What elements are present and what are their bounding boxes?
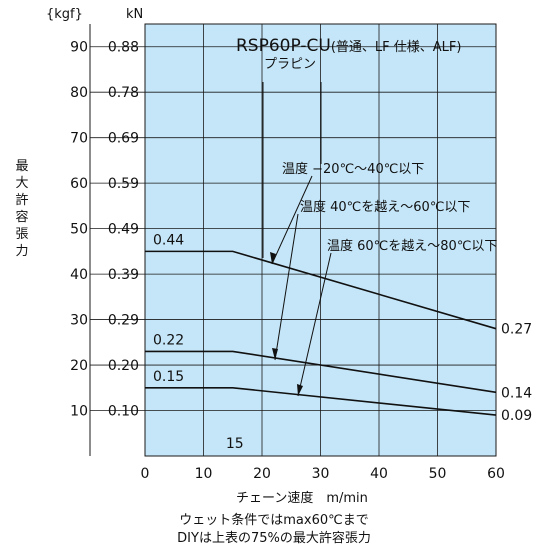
plot-frame	[144, 23, 497, 457]
y-tick-label-kgf-90: 90	[70, 40, 88, 56]
y-tick-label-kn-0.10: 0.10	[108, 404, 139, 420]
chart-subtitle: プラピン	[264, 57, 317, 72]
chart-title-note: (普通、LF 仕様、ALF)	[330, 40, 462, 55]
y-tick-label-kn-0.69: 0.69	[108, 131, 139, 147]
y-tick-label-kgf-60: 60	[70, 176, 88, 192]
x-tick-label-20: 20	[253, 466, 271, 482]
y-tick-label-kgf-20: 20	[70, 358, 88, 374]
series-pointers	[262, 82, 332, 397]
legend-label-3: 温度 60℃を越え〜80℃以下	[327, 239, 498, 254]
series-1-start-label: 0.44	[153, 232, 184, 248]
x-tick-label-40: 40	[370, 466, 388, 482]
y-unit-kn: kN	[126, 7, 144, 22]
chart-title-main: RSP60P-CU	[236, 36, 331, 56]
annotation-15: 15	[226, 436, 244, 452]
y-tick-label-kgf-70: 70	[70, 131, 88, 147]
tick-labels: 0 10 20 30 40 50 60 10 0.10 20 0.20 30 0.29 40 0.39 50 0…	[70, 40, 505, 482]
y-axis-title: 最大許容張力	[15, 159, 29, 259]
y-tick-label-kn-0.49: 0.49	[108, 222, 139, 238]
x-tick-label-50: 50	[429, 466, 447, 482]
y-tick-label-kgf-50: 50	[70, 222, 88, 238]
note-line-1: ウェット条件ではmax60℃まで	[179, 513, 369, 528]
data-labels: 0.44 0.27 0.22 0.14 0.15 0.09 15	[153, 232, 532, 452]
y-tick-label-kgf-40: 40	[70, 267, 88, 283]
x-tick-label-10: 10	[195, 466, 213, 482]
series-3-start-label: 0.15	[153, 369, 184, 385]
y-tick-label-kgf-10: 10	[70, 404, 88, 420]
series-3-end-label: 0.09	[501, 408, 532, 424]
series-2-end-label: 0.14	[501, 385, 532, 401]
series-line-1	[145, 250, 497, 330]
note-line-2: DIYは上表の75%の最大許容張力	[177, 531, 371, 546]
x-tick-label-30: 30	[312, 466, 330, 482]
arrow-series-2	[272, 348, 278, 360]
arrow-series-3	[297, 384, 303, 396]
y-tick-label-kn-0.78: 0.78	[108, 85, 139, 101]
y-tick-label-kgf-30: 30	[70, 313, 88, 329]
chart-title: RSP60P-CU(普通、LF 仕様、ALF)	[236, 38, 461, 55]
x-tick-label-0: 0	[141, 466, 150, 482]
series-line-3	[145, 386, 497, 416]
series-1-end-label: 0.27	[501, 322, 532, 338]
y-tick-label-kn-0.88: 0.88	[108, 40, 139, 56]
y-tick-label-kn-0.59: 0.59	[108, 176, 139, 192]
pointer-series-1	[271, 175, 313, 265]
series-group	[145, 250, 497, 416]
x-axis-title: チェーン速度 m/min	[236, 491, 368, 506]
legend-label-1: 温度 −20℃〜40℃以下	[282, 162, 425, 177]
series-line-2	[145, 350, 497, 394]
series-2-start-label: 0.22	[153, 332, 184, 348]
pointer-series-3	[297, 252, 332, 397]
axes	[89, 23, 497, 457]
x-tick-label-60: 60	[487, 466, 505, 482]
y-tick-label-kn-0.29: 0.29	[108, 313, 139, 329]
y-tick-label-kn-0.20: 0.20	[108, 358, 139, 374]
y-tick-label-kgf-80: 80	[70, 85, 88, 101]
y-tick-label-kn-0.39: 0.39	[108, 267, 139, 283]
legend-label-2: 温度 40℃を越え〜60℃以下	[300, 200, 471, 215]
pointer-series-2	[274, 213, 299, 361]
arrow-series-1	[270, 252, 276, 264]
y-unit-kgf: {kgf}	[46, 7, 83, 22]
